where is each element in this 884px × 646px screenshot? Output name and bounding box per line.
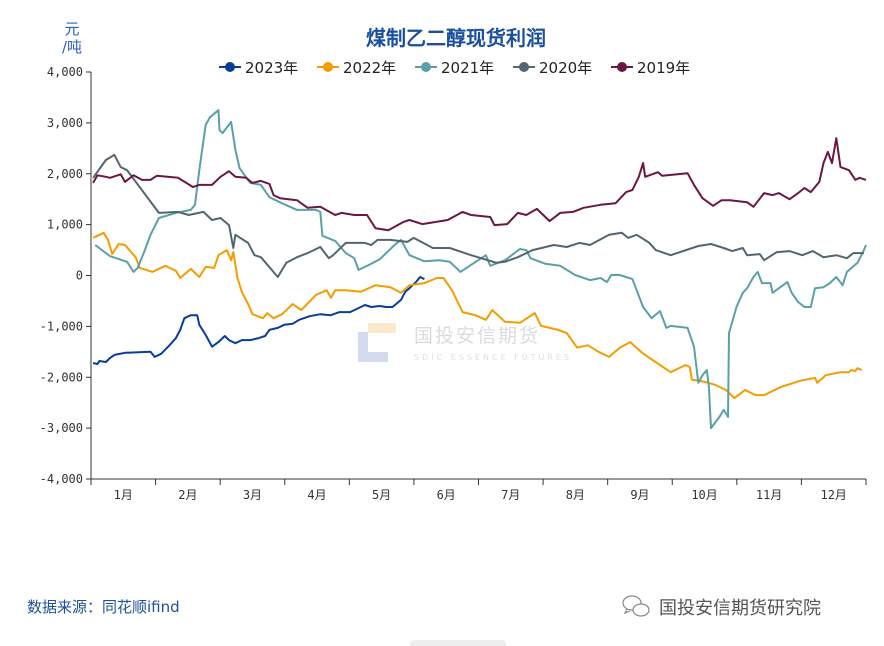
watermark-logo-top xyxy=(368,323,396,333)
series-lines xyxy=(92,109,867,430)
watermark: 国投安信期货 SDIC ESSENCE FUTURES xyxy=(358,323,572,362)
brand-name: 国投安信期货研究院 xyxy=(659,598,821,619)
bottom-bar xyxy=(410,640,506,646)
wechat-icon xyxy=(622,595,650,617)
data-source: 数据来源：同花顺ifind xyxy=(27,598,180,616)
x-tick-label: 1月 xyxy=(114,488,133,502)
series-line-2021 xyxy=(94,109,867,430)
legend-label: 2020年 xyxy=(539,59,592,77)
series-line-2020 xyxy=(92,153,864,278)
series-line-2022 xyxy=(92,231,863,400)
x-tick-label: 7月 xyxy=(501,488,520,502)
x-tick-label: 10月 xyxy=(691,488,717,502)
legend-item-2020: 2020年 xyxy=(513,59,592,77)
legend-label: 2019年 xyxy=(637,59,690,77)
legend-item-2023: 2023年 xyxy=(219,59,298,77)
watermark-logo xyxy=(358,332,388,362)
series-line-2023 xyxy=(92,276,425,365)
legend-marker xyxy=(617,62,627,72)
y-unit-line1: 元 xyxy=(64,20,79,38)
legend-marker xyxy=(225,62,235,72)
y-tick-label: -3,000 xyxy=(40,421,83,435)
x-tick-label: 8月 xyxy=(566,488,585,502)
legend-marker xyxy=(519,62,529,72)
y-tick-label: 0 xyxy=(76,269,83,283)
y-unit-line2: /吨 xyxy=(62,38,82,56)
y-tick-label: 3,000 xyxy=(47,116,83,130)
x-tick-label: 5月 xyxy=(372,488,391,502)
x-tick-label: 11月 xyxy=(756,488,782,502)
watermark-text-en: SDIC ESSENCE FUTURES xyxy=(414,353,572,362)
legend-item-2022: 2022年 xyxy=(317,59,396,77)
y-tick-label: -2,000 xyxy=(40,370,83,384)
legend-marker xyxy=(421,62,431,72)
legend-marker xyxy=(323,62,333,72)
watermark-text-cn: 国投安信期货 xyxy=(414,325,540,347)
y-tick-label: -4,000 xyxy=(40,472,83,486)
legend-label: 2022年 xyxy=(343,59,396,77)
y-tick-label: -1,000 xyxy=(40,319,83,333)
y-tick-label: 1,000 xyxy=(47,218,83,232)
y-tick-label: 4,000 xyxy=(47,65,83,79)
legend-label: 2021年 xyxy=(441,59,494,77)
axes: 4,000 3,000 2,000 1,000 0 -1,000 -2,000 -3,000 -… xyxy=(40,65,867,502)
series-line-2019 xyxy=(92,137,867,232)
x-tick-label: 9月 xyxy=(630,488,649,502)
chart-title: 煤制乙二醇现货利润 xyxy=(366,26,546,50)
x-tick-label: 2月 xyxy=(178,488,197,502)
x-tick-label: 3月 xyxy=(243,488,262,502)
legend-item-2019: 2019年 xyxy=(611,59,690,77)
legend-label: 2023年 xyxy=(245,59,298,77)
legend-item-2021: 2021年 xyxy=(415,59,494,77)
legend: 2023年 2022年 2021年 2020年 2019年 xyxy=(219,59,690,77)
x-tick-label: 6月 xyxy=(437,488,456,502)
y-tick-label: 2,000 xyxy=(47,167,83,181)
x-tick-label: 12月 xyxy=(820,488,846,502)
x-tick-label: 4月 xyxy=(307,488,326,502)
